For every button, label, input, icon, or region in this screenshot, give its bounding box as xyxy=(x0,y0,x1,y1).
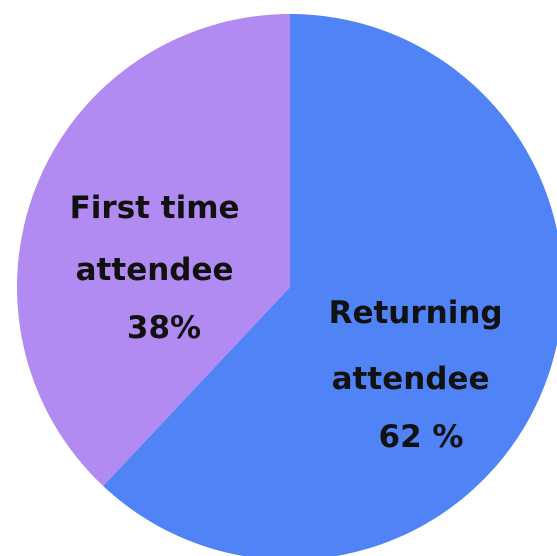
returning-attendee-label: Returning attendee 62 % xyxy=(329,295,514,455)
pie-slices xyxy=(16,14,557,556)
first-time-label-line-2: attendee xyxy=(76,252,234,288)
first-time-label-line-1: First time xyxy=(70,190,240,226)
returning-percent-label: 62 % xyxy=(379,419,464,455)
returning-label-line-1: Returning xyxy=(329,295,503,331)
first-time-attendee-label: First time attendee 38% xyxy=(70,190,251,346)
first-time-attendee-slice xyxy=(16,14,290,487)
returning-attendee-slice xyxy=(103,14,557,556)
first-time-percent-label: 38% xyxy=(127,310,201,346)
returning-label-line-2: attendee xyxy=(332,361,490,397)
